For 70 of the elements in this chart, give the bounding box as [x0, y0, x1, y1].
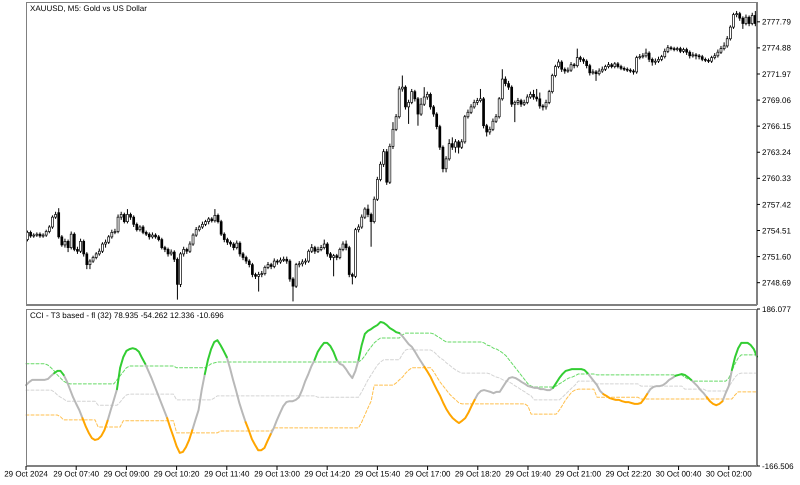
- candlestick: [750, 12, 754, 26]
- candlestick: [132, 214, 136, 228]
- candlestick: [588, 63, 592, 76]
- line-series: [26, 348, 758, 406]
- x-tick-label: 29 Oct 17:00: [404, 470, 452, 479]
- x-tick-label: 29 Oct 22:20: [605, 470, 652, 479]
- candlestick: [122, 212, 126, 224]
- y-tick-label: 2760.33: [762, 174, 792, 184]
- chart-title: XAUUSD, M5: Gold vs US Dollar: [30, 4, 147, 14]
- y-tick-label: 2769.06: [762, 96, 792, 105]
- candlestick: [326, 242, 329, 258]
- x-tick-label: 29 Oct 21:00: [555, 470, 602, 479]
- candlestick: [251, 262, 254, 278]
- candlestick: [214, 208, 216, 224]
- candlestick: [257, 271, 260, 292]
- line-series: [26, 367, 758, 434]
- candlestick: [454, 138, 457, 154]
- x-tick-label: 29 Oct 13:00: [254, 470, 300, 479]
- chart-title: CCI - T3 based - fl (32) 78.935 -54.262 12.336 -10.696: [30, 311, 224, 321]
- x-tick-label: 29 Oct 15:40: [354, 470, 401, 479]
- x-tick-label: 29 Oct 2024: [4, 470, 48, 479]
- x-tick-label: 29 Oct 11:40: [204, 470, 250, 479]
- candlestick: [538, 92, 542, 110]
- candlestick: [238, 240, 242, 258]
- candlestick: [264, 265, 266, 276]
- candlestick: [570, 62, 572, 72]
- candlestick: [576, 48, 579, 68]
- candlestick: [744, 14, 748, 26]
- y-tick-label: 2771.97: [762, 70, 792, 79]
- y-tick-label: 2763.24: [762, 148, 792, 158]
- candlestick: [748, 14, 750, 27]
- y-tick-label: 2777.79: [762, 18, 792, 27]
- candlestick: [160, 237, 164, 250]
- x-tick-label: 29 Oct 14:20: [304, 470, 351, 479]
- x-tick-label: 29 Oct 10:20: [154, 470, 200, 479]
- x-tick-label: 30 Oct 00:40: [656, 470, 702, 479]
- candlestick: [532, 89, 535, 100]
- x-tick-label: 29 Oct 07:40: [53, 470, 100, 479]
- y-tick-label: 2748.69: [762, 278, 792, 288]
- candlestick: [526, 94, 529, 105]
- x-tick-label: 29 Oct 19:40: [505, 470, 552, 479]
- x-tick-label: 29 Oct 09:00: [103, 470, 150, 479]
- candlestick: [116, 214, 120, 234]
- y-tick-label: 2754.51: [762, 226, 792, 236]
- y-tick-label: 2751.60: [762, 252, 792, 262]
- candlestick: [51, 214, 54, 230]
- line-series: [26, 332, 758, 388]
- candlestick: [79, 238, 82, 254]
- candlestick: [457, 140, 460, 154]
- y-tick-label: 186.077: [762, 304, 792, 314]
- candlestick: [635, 55, 638, 74]
- candlestick: [742, 16, 744, 30]
- x-tick-label: 30 Oct 02:00: [706, 470, 752, 479]
- candlestick: [272, 258, 276, 269]
- y-tick-label: 2757.42: [762, 200, 792, 210]
- x-tick-label: 29 Oct 18:20: [454, 470, 502, 479]
- candlestick: [648, 50, 650, 63]
- candlestick: [332, 253, 335, 277]
- candlestick: [594, 70, 598, 82]
- candlestick: [126, 208, 129, 224]
- candlestick: [101, 242, 104, 254]
- candlestick: [492, 118, 494, 132]
- candlestick: [470, 104, 472, 115]
- y-tick-label: 2774.88: [762, 44, 792, 53]
- candlestick: [72, 232, 76, 252]
- y-tick-label: -166.506: [762, 462, 794, 471]
- y-tick-label: 2766.15: [762, 122, 792, 131]
- candlestick: [70, 230, 73, 250]
- candlestick: [663, 48, 666, 59]
- candlestick: [560, 60, 564, 72]
